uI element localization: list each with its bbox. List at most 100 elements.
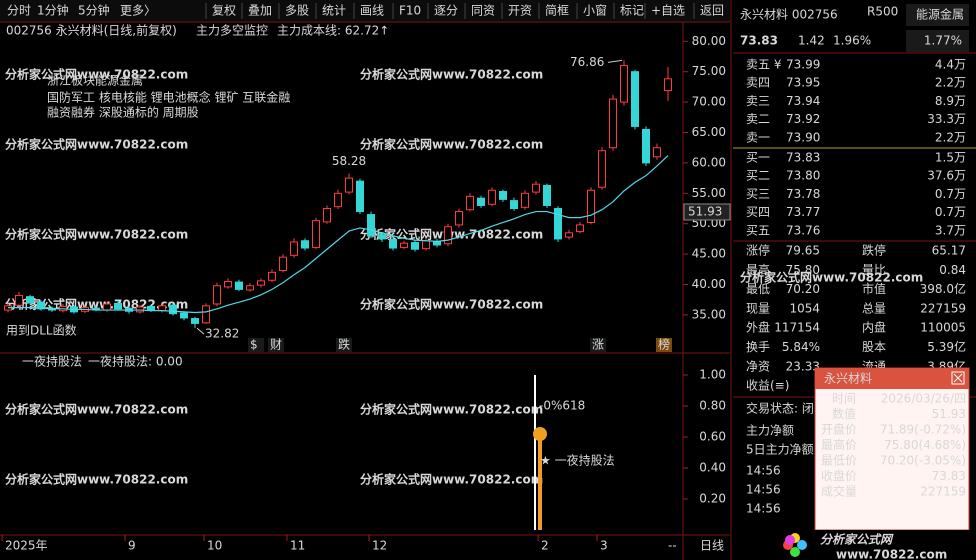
book-volume: 4.4万 (935, 58, 966, 72)
candle-body (543, 184, 551, 206)
badge[interactable]: 跌 (338, 337, 350, 352)
logo-petal (785, 535, 795, 545)
period[interactable]: 日线 (700, 539, 724, 553)
indicator-legend: ★ 一夜持股法 (540, 453, 615, 468)
stat-label: 现量 (746, 301, 770, 315)
book-volume: 0.7万 (935, 187, 966, 201)
book-label: 买四 (746, 205, 770, 219)
candle-body (367, 214, 375, 237)
tab[interactable]: 分时 (7, 4, 31, 18)
book-label: 买一 (746, 151, 770, 165)
sector[interactable]: 能源金属 (916, 7, 964, 22)
candle-body (169, 304, 177, 315)
logo-url: www.70822.com (836, 548, 947, 560)
indicator-title: 一夜持股法 (22, 354, 82, 369)
candle-body (521, 192, 529, 208)
candle-body (147, 305, 155, 311)
stat-label: 涨停 (746, 243, 770, 258)
candle-body (15, 294, 23, 306)
popup-label: 开盘价 (821, 422, 857, 437)
book-price: 73.80 (786, 169, 820, 183)
stat-label: 换手 (746, 340, 770, 354)
stat-value: 65.17 (932, 244, 966, 258)
logo-name: 分析家公式网 (820, 533, 894, 547)
signal-bar (534, 375, 536, 530)
toolbar-button[interactable]: 开资 (508, 4, 532, 18)
indicator-value: 一夜持股法: 0.00 (88, 354, 183, 369)
change-pct: 1.96% (833, 34, 871, 48)
candle-body (653, 147, 661, 158)
popup-close-x (953, 373, 963, 383)
book-label: 买二 (746, 169, 770, 183)
candle-body (356, 180, 364, 213)
toolbar-button[interactable]: 画线 (360, 4, 384, 18)
toolbar-button[interactable]: 复权 (212, 4, 236, 18)
logo-petal (797, 540, 807, 550)
badge[interactable]: $ (250, 338, 258, 352)
stat-label: 最高 (746, 262, 770, 277)
popup-label: 时间 (832, 392, 856, 406)
x-tick-label: 11 (290, 539, 305, 553)
toolbar-button[interactable]: +自选 (651, 4, 685, 18)
low-label: 32.82 (205, 327, 239, 341)
popup-close[interactable] (951, 371, 965, 385)
tab[interactable]: 1分钟 (37, 3, 69, 18)
badge[interactable]: 财 (270, 338, 282, 352)
change: 1.42 (798, 34, 825, 48)
candle-body (587, 189, 595, 223)
toolbar-button[interactable]: 简框 (545, 4, 569, 18)
popup-bg (814, 367, 970, 531)
toolbar-button[interactable]: 返回 (700, 4, 724, 18)
toolbar-button[interactable]: 统计 (322, 4, 346, 18)
signal-bar (538, 433, 542, 530)
y-tick-label: 0.60 (699, 430, 726, 444)
watermark: 分析家公式网www.70822.com (360, 297, 543, 312)
candle-body (499, 190, 507, 200)
badge-bg (268, 338, 284, 352)
badge[interactable]: 涨 (592, 337, 604, 352)
y-tick-label: 40.00 (692, 277, 726, 291)
toolbar-button[interactable]: 逐分 (434, 4, 458, 18)
candle-body (301, 240, 309, 249)
watermark: 分析家公式网www.70822.com (360, 402, 543, 417)
x-tick-label: 10 (207, 539, 222, 553)
pct-box (906, 30, 969, 52)
stat-value: 398.0亿 (920, 281, 966, 296)
info: 收益(≡) (746, 379, 789, 393)
toolbar-button[interactable]: 标记 (620, 4, 644, 18)
x-tick-label: 2025年 (5, 539, 48, 553)
badge-bg (336, 338, 352, 352)
watermark: 分析家公式网www.70822.com (360, 472, 543, 487)
book-label: 卖一 (746, 130, 770, 144)
candle-body (510, 200, 518, 210)
ma-line (8, 155, 669, 314)
price: 73.83 (740, 34, 778, 48)
toolbar-button[interactable]: F10 (399, 4, 421, 18)
x-tick-label: 2 (541, 539, 549, 553)
stat-value: 227159 (920, 301, 966, 315)
badge[interactable]: 榜 (658, 337, 670, 352)
toolbar-button[interactable]: 多股 (285, 4, 309, 18)
popup-label: 数值 (832, 406, 856, 421)
y-tick-label: 80.00 (692, 34, 726, 48)
candle-body (554, 208, 562, 240)
candle-body (246, 285, 254, 291)
badge-bg (656, 338, 672, 352)
popup-label: 成交量 (821, 484, 857, 499)
candle-body (213, 285, 221, 305)
popup-value: 71.89(-0.72%) (880, 423, 966, 437)
tab[interactable]: 5分钟 (78, 3, 110, 18)
stat-label: 最低 (746, 282, 770, 296)
x-tick-label: 12 (372, 539, 387, 553)
badge-bg (590, 338, 606, 352)
candle-body (312, 220, 320, 248)
tab[interactable]: 更多〉 (120, 4, 156, 18)
stat-label: 净资 (746, 359, 770, 373)
toolbar-button[interactable]: 同资 (471, 4, 495, 18)
toolbar-button[interactable]: 小窗 (583, 4, 607, 18)
chart-title: 002756 永兴材料(日线,前复权) (6, 23, 177, 38)
toolbar-button[interactable]: 叠加 (248, 4, 272, 18)
watermark: 分析家公式网www.70822.com (5, 137, 188, 152)
candle-body (103, 303, 111, 311)
